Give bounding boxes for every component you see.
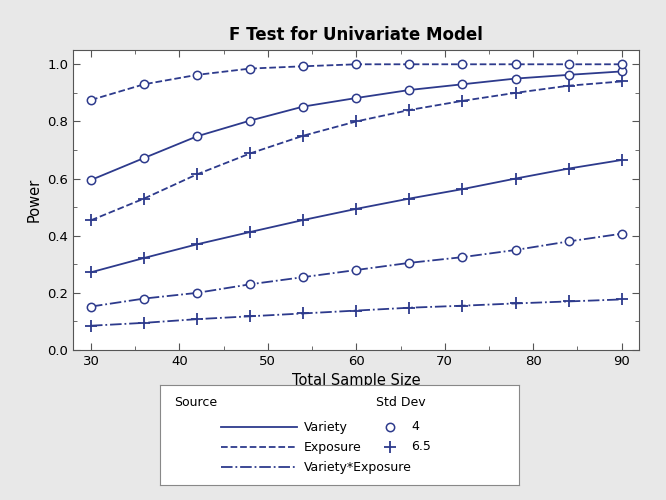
Text: 6.5: 6.5	[412, 440, 432, 454]
Text: Variety*Exposure: Variety*Exposure	[304, 460, 412, 473]
Text: Variety: Variety	[304, 420, 348, 434]
X-axis label: Total Sample Size: Total Sample Size	[292, 374, 421, 388]
Text: 4: 4	[412, 420, 420, 434]
Text: Std Dev: Std Dev	[376, 396, 426, 409]
Title: F Test for Univariate Model: F Test for Univariate Model	[229, 26, 484, 44]
Y-axis label: Power: Power	[27, 178, 42, 222]
Text: Source: Source	[174, 396, 217, 409]
Text: Exposure: Exposure	[304, 440, 362, 454]
